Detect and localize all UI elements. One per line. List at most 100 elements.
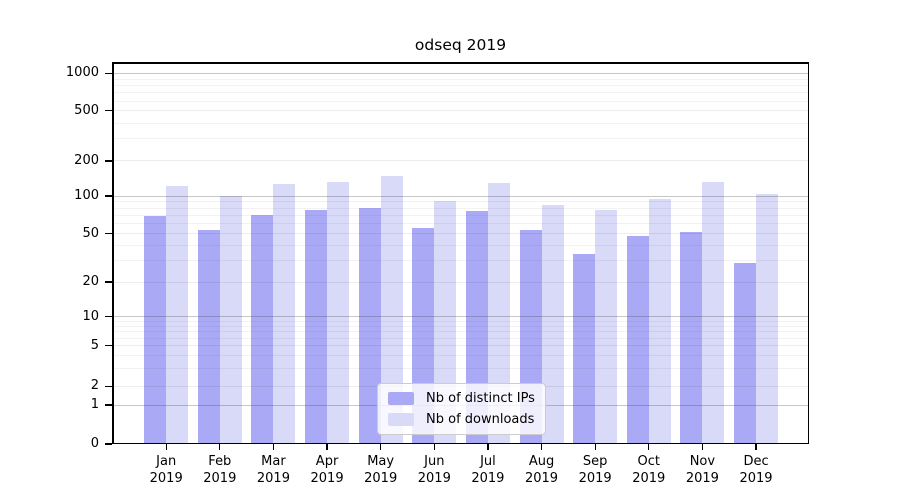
- y-tick-mark-500: [105, 110, 112, 112]
- x-axis-ticks: Jan 2019 Feb 2019 Mar 2019 Apr 2019 May 2019 Jun 20…: [112, 444, 809, 494]
- y-tick-label-200: 200: [74, 152, 99, 168]
- gridline-500: [112, 110, 809, 112]
- gridline-minor-7: [112, 331, 809, 333]
- gridline-minor-90: [112, 201, 809, 203]
- gridline-minor-400: [112, 122, 809, 124]
- x-tick-mark-nov: [701, 444, 703, 450]
- x-tick-mark-jan: [165, 444, 167, 450]
- legend-swatch-distinct-ips: [388, 392, 414, 405]
- x-tick-label-oct: Oct 2019: [621, 453, 677, 487]
- x-tick-year-jun: 2019: [417, 471, 451, 486]
- y-tick-mark-0: [105, 443, 112, 445]
- gridline-minor-30: [112, 260, 809, 262]
- gridline-minor-80: [112, 207, 809, 209]
- gridline-minor-6: [112, 337, 809, 339]
- bar-distinct-ips-oct: [626, 236, 649, 444]
- y-tick-label-1000: 1000: [65, 65, 99, 81]
- gridline-minor-600: [112, 100, 809, 102]
- x-tick-mark-dec: [755, 444, 757, 450]
- bar-downloads-mar: [273, 183, 296, 444]
- bar-downloads-aug: [541, 204, 564, 444]
- y-tick-label-2: 2: [90, 378, 99, 394]
- x-tick-label-apr: Apr 2019: [299, 453, 355, 487]
- x-tick-year-feb: 2019: [203, 471, 237, 486]
- y-tick-label-1: 1: [90, 397, 99, 413]
- x-tick-month-oct: Oct: [637, 454, 660, 469]
- gridline-1000: [112, 72, 809, 74]
- x-tick-year-jan: 2019: [149, 471, 183, 486]
- x-tick-year-jul: 2019: [471, 471, 505, 486]
- legend-label-distinct-ips: Nb of distinct IPs: [426, 391, 535, 406]
- bar-downloads-nov: [702, 182, 725, 444]
- x-tick-label-aug: Aug 2019: [514, 453, 570, 487]
- plot-area: Nb of distinct IPs Nb of downloads: [112, 62, 809, 444]
- x-tick-month-dec: Dec: [743, 454, 769, 469]
- bar-distinct-ips-dec: [734, 262, 757, 444]
- y-tick-mark-50: [105, 233, 112, 235]
- bar-distinct-ips-mar: [251, 214, 274, 444]
- x-tick-label-nov: Nov 2019: [674, 453, 730, 487]
- gridline-20: [112, 281, 809, 283]
- gridline-minor-700: [112, 92, 809, 94]
- gridline-50: [112, 233, 809, 235]
- plot-spine-right: [807, 62, 809, 444]
- plot-spine-top: [112, 62, 809, 64]
- y-tick-mark-1000: [105, 72, 112, 75]
- bar-downloads-jan: [166, 185, 189, 444]
- y-tick-label-100: 100: [74, 188, 99, 204]
- x-tick-year-mar: 2019: [256, 471, 290, 486]
- gridline-minor-900: [112, 78, 809, 80]
- x-tick-month-sep: Sep: [582, 454, 608, 469]
- x-tick-month-jan: Jan: [156, 454, 177, 469]
- y-tick-mark-200: [105, 160, 112, 162]
- x-tick-label-feb: Feb 2019: [192, 453, 248, 487]
- bar-distinct-ips-apr: [305, 209, 328, 444]
- x-tick-mark-jun: [433, 444, 435, 450]
- legend-item-downloads: Nb of downloads: [388, 411, 535, 428]
- gridline-minor-800: [112, 85, 809, 86]
- x-tick-month-mar: Mar: [261, 454, 286, 469]
- x-tick-mark-apr: [326, 444, 328, 450]
- y-tick-label-10: 10: [82, 308, 99, 324]
- x-tick-month-feb: Feb: [208, 454, 232, 469]
- bar-downloads-dec: [756, 193, 779, 444]
- x-tick-year-nov: 2019: [685, 471, 719, 486]
- gridline-minor-70: [112, 215, 809, 217]
- x-tick-month-may: May: [367, 454, 395, 469]
- x-tick-label-dec: Dec 2019: [728, 453, 784, 487]
- x-tick-label-jun: Jun 2019: [406, 453, 462, 487]
- y-tick-mark-1: [105, 404, 112, 406]
- x-tick-year-oct: 2019: [632, 471, 666, 486]
- legend-swatch-downloads: [388, 413, 414, 426]
- bar-downloads-sep: [595, 209, 618, 444]
- gridline-minor-8: [112, 325, 809, 327]
- bar-distinct-ips-sep: [573, 254, 596, 444]
- y-tick-mark-2: [105, 385, 112, 387]
- gridline-minor-300: [112, 138, 809, 140]
- y-tick-label-0: 0: [90, 436, 99, 451]
- x-tick-mark-feb: [219, 444, 221, 450]
- x-tick-mark-mar: [272, 444, 275, 450]
- gridline-minor-4: [112, 355, 809, 357]
- y-tick-label-50: 50: [82, 225, 99, 241]
- x-tick-year-sep: 2019: [578, 471, 612, 486]
- gridline-100: [112, 195, 809, 197]
- x-tick-month-aug: Aug: [528, 454, 555, 469]
- y-axis-ticks: 0 1 2 5 10 20 50 100 200 500 1000: [0, 62, 112, 451]
- x-tick-label-jul: Jul 2019: [460, 453, 516, 487]
- x-tick-month-nov: Nov: [689, 454, 716, 469]
- gridline-minor-40: [112, 245, 809, 247]
- legend-item-distinct-ips: Nb of distinct IPs: [388, 390, 535, 407]
- y-tick-label-5: 5: [90, 337, 99, 353]
- gridline-5: [112, 345, 809, 347]
- y-tick-mark-10: [105, 316, 112, 318]
- y-tick-mark-100: [105, 195, 112, 197]
- x-tick-label-mar: Mar 2019: [245, 453, 301, 487]
- x-tick-month-jul: Jul: [480, 454, 496, 469]
- x-axis-line: [112, 442, 809, 444]
- x-tick-year-apr: 2019: [310, 471, 344, 486]
- x-tick-label-sep: Sep 2019: [567, 453, 623, 487]
- bar-distinct-ips-may: [358, 208, 381, 444]
- y-tick-label-20: 20: [82, 274, 99, 290]
